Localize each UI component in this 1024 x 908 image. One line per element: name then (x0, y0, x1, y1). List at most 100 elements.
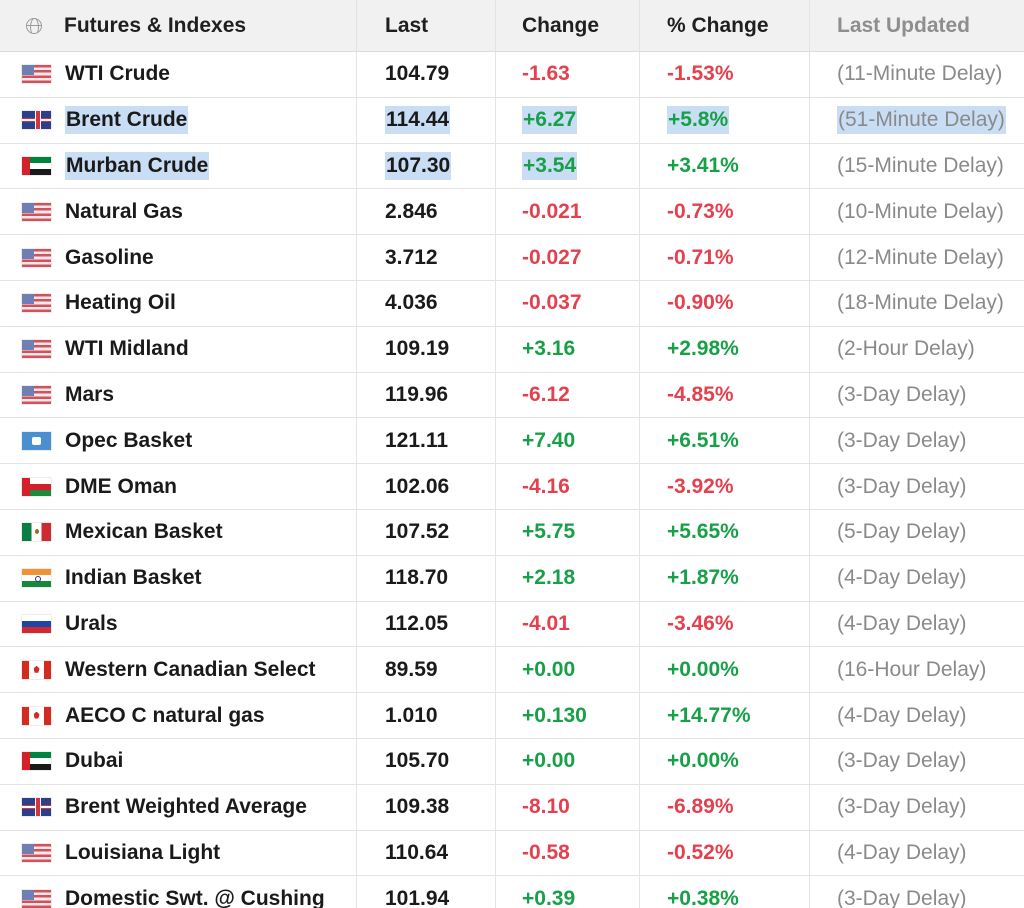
row-name-cell[interactable]: WTI Crude (0, 52, 357, 97)
table-row[interactable]: WTI Midland 109.19 +3.16 +2.98% (2-Hour Dela… (0, 326, 1024, 373)
row-name-cell[interactable]: Brent Weighted Average (0, 784, 357, 830)
row-name-cell[interactable]: Domestic Swt. @ Cushing (0, 876, 357, 908)
pct-change: -4.85% (667, 382, 734, 406)
table-row[interactable]: Mexican Basket 107.52 +5.75 +5.65% (5-Day De… (0, 509, 1024, 556)
row-name-cell[interactable]: Brent Crude (0, 97, 357, 143)
pct-change: +0.38% (667, 886, 739, 908)
row-change-cell: -0.037 (496, 280, 640, 326)
table-row[interactable]: Mars 119.96 -6.12 -4.85% (3-Day Delay) (0, 372, 1024, 419)
commodity-name[interactable]: DME Oman (65, 474, 178, 498)
canada-flag-icon (22, 660, 51, 679)
row-change-cell: -0.027 (496, 235, 640, 280)
row-name-cell[interactable]: Gasoline (0, 235, 357, 280)
table-row[interactable]: Brent Weighted Average 109.38 -8.10 -6.89% (… (0, 784, 1024, 831)
row-pct-change-cell: -0.90% (640, 280, 810, 326)
commodity-name[interactable]: AECO C natural gas (65, 703, 265, 727)
uk-flag-icon (22, 111, 51, 130)
header-change-label: Change (522, 13, 600, 37)
price-change: +7.40 (522, 428, 576, 452)
pct-change: +6.51% (667, 428, 739, 452)
table-row[interactable]: Urals 112.05 -4.01 -3.46% (4-Day Delay) (0, 601, 1024, 648)
us-flag-icon (22, 248, 51, 267)
table-row[interactable]: Heating Oil 4.036 -0.037 -0.90% (18-Minute D… (0, 280, 1024, 327)
last-price: 109.19 (385, 337, 450, 361)
table-row[interactable]: Murban Crude 107.30 +3.54 +3.41% (15-Minute … (0, 143, 1024, 190)
commodity-name[interactable]: WTI Midland (65, 337, 189, 361)
commodity-name[interactable]: Western Canadian Select (65, 657, 316, 681)
row-name-cell[interactable]: Western Canadian Select (0, 647, 357, 693)
last-price: 121.11 (385, 428, 449, 452)
last-price: 1.010 (385, 703, 438, 727)
header-change-cell[interactable]: Change (496, 0, 640, 51)
row-name-cell[interactable]: Mars (0, 372, 357, 418)
row-name-cell[interactable]: Mexican Basket (0, 509, 357, 555)
row-pct-change-cell: +1.87% (640, 555, 810, 601)
row-name-cell[interactable]: Indian Basket (0, 555, 357, 601)
row-last-cell: 109.19 (357, 326, 496, 372)
header-name-cell[interactable]: Futures & Indexes (0, 0, 357, 51)
table-header: Futures & Indexes Last Change % Change L… (0, 0, 1024, 52)
commodity-name[interactable]: Indian Basket (65, 566, 202, 590)
commodity-name[interactable]: Louisiana Light (65, 840, 221, 864)
commodity-name[interactable]: Dubai (65, 749, 124, 773)
header-last-updated-cell[interactable]: Last Updated (810, 0, 1024, 51)
table-row[interactable]: DME Oman 102.06 -4.16 -3.92% (3-Day Delay) (0, 464, 1024, 510)
commodity-name[interactable]: Opec Basket (65, 428, 193, 452)
row-pct-change-cell: +5.65% (640, 509, 810, 555)
commodity-name[interactable]: Mexican Basket (65, 520, 223, 544)
commodity-name[interactable]: Murban Crude (65, 151, 210, 180)
pct-change: +1.87% (667, 566, 739, 590)
row-name-cell[interactable]: Urals (0, 601, 357, 647)
row-name-cell[interactable]: Heating Oil (0, 280, 357, 326)
row-name-cell[interactable]: Dubai (0, 738, 357, 784)
pct-change: -0.71% (667, 245, 734, 269)
table-row[interactable]: Dubai 105.70 +0.00 +0.00% (3-Day Delay) (0, 738, 1024, 785)
pct-change: -3.92% (667, 474, 734, 498)
row-name-cell[interactable]: WTI Midland (0, 326, 357, 372)
row-name-cell[interactable]: AECO C natural gas (0, 693, 357, 738)
table-row[interactable]: Western Canadian Select 89.59 +0.00 +0.00% (… (0, 647, 1024, 694)
row-last-cell: 105.70 (357, 738, 496, 784)
table-row[interactable]: AECO C natural gas 1.010 +0.130 +14.77% (4-D… (0, 693, 1024, 739)
commodity-name[interactable]: Gasoline (65, 245, 154, 269)
row-pct-change-cell: -0.71% (640, 235, 810, 280)
commodity-name[interactable]: Urals (65, 611, 118, 635)
table-row[interactable]: Gasoline 3.712 -0.027 -0.71% (12-Minute Dela… (0, 235, 1024, 281)
row-name-cell[interactable]: Opec Basket (0, 418, 357, 464)
row-change-cell: -6.12 (496, 372, 640, 418)
table-row[interactable]: Opec Basket 121.11 +7.40 +6.51% (3-Day Delay… (0, 418, 1024, 465)
last-price: 102.06 (385, 474, 450, 498)
table-body: WTI Crude 104.79 -1.63 -1.53% (11-Minute Del… (0, 52, 1024, 908)
table-row[interactable]: WTI Crude 104.79 -1.63 -1.53% (11-Minute Del… (0, 52, 1024, 98)
header-last-label: Last (385, 13, 429, 37)
commodity-name[interactable]: Brent Weighted Average (65, 795, 307, 819)
row-name-cell[interactable]: Natural Gas (0, 189, 357, 235)
header-last-cell[interactable]: Last (357, 0, 496, 51)
header-pct-change-cell[interactable]: % Change (640, 0, 810, 51)
last-updated: (3-Day Delay) (837, 749, 967, 773)
commodity-name[interactable]: Mars (65, 382, 115, 406)
row-change-cell: +0.130 (496, 693, 640, 738)
commodity-name[interactable]: WTI Crude (65, 62, 170, 86)
last-updated: (51-Minute Delay) (837, 106, 1006, 135)
row-name-cell[interactable]: Louisiana Light (0, 830, 357, 876)
table-row[interactable]: Domestic Swt. @ Cushing 101.94 +0.39 +0.38%… (0, 876, 1024, 908)
pct-change: -0.52% (667, 840, 734, 864)
price-change: +2.18 (522, 566, 576, 590)
row-change-cell: -0.58 (496, 830, 640, 876)
row-change-cell: +0.00 (496, 738, 640, 784)
commodity-name[interactable]: Brent Crude (65, 106, 189, 135)
commodity-name[interactable]: Domestic Swt. @ Cushing (65, 886, 325, 908)
price-change: -4.01 (522, 611, 570, 635)
pct-change: +14.77% (667, 703, 751, 727)
last-price: 109.38 (385, 795, 450, 819)
commodity-name[interactable]: Natural Gas (65, 199, 183, 223)
table-row[interactable]: Brent Crude 114.44 +6.27 +5.8% (51-Minute De… (0, 97, 1024, 144)
commodity-name[interactable]: Heating Oil (65, 291, 176, 315)
table-row[interactable]: Natural Gas 2.846 -0.021 -0.73% (10-Minute D… (0, 189, 1024, 236)
row-name-cell[interactable]: Murban Crude (0, 143, 357, 189)
table-row[interactable]: Louisiana Light 110.64 -0.58 -0.52% (4-Day D… (0, 830, 1024, 877)
table-row[interactable]: Indian Basket 118.70 +2.18 +1.87% (4-Day Del… (0, 555, 1024, 602)
header-last-updated-label: Last Updated (837, 13, 971, 37)
row-name-cell[interactable]: DME Oman (0, 464, 357, 509)
